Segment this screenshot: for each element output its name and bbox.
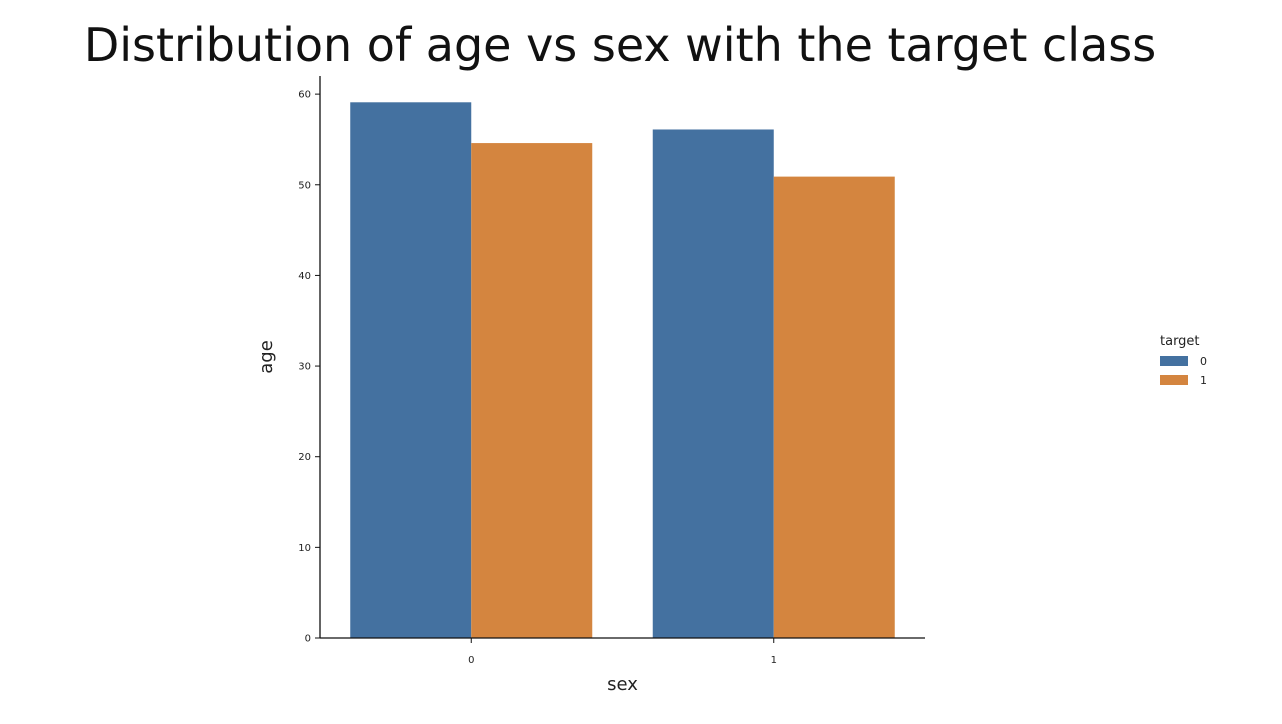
legend-label-1: 1 [1200,374,1207,387]
bar-sex-1-target-1 [773,176,895,638]
y-tick-label: 60 [298,90,311,101]
bar-sex-0-target-1 [471,143,593,638]
y-axis-label: age [256,340,277,374]
y-tick-label: 50 [298,180,311,191]
legend-swatch-0 [1160,356,1188,366]
legend-title: target [1160,334,1200,349]
bars-group [350,102,895,638]
y-tick-label: 0 [305,634,311,645]
y-tick-label: 30 [298,362,311,373]
axes-group: 0 10 20 30 40 50 60 0 1 sex age [256,76,925,695]
x-tick-label: 1 [771,655,777,666]
chart-title: Distribution of age vs sex with the targ… [83,18,1157,72]
x-axis-label: sex [607,674,638,695]
y-tick-label: 20 [298,452,311,463]
y-tick-label: 40 [298,271,311,282]
legend-swatch-1 [1160,375,1188,385]
bar-sex-1-target-0 [652,129,774,638]
bar-sex-0-target-0 [350,102,472,638]
x-tick-label: 0 [468,655,474,666]
legend-label-0: 0 [1200,355,1207,368]
y-tick-label: 10 [298,543,311,554]
